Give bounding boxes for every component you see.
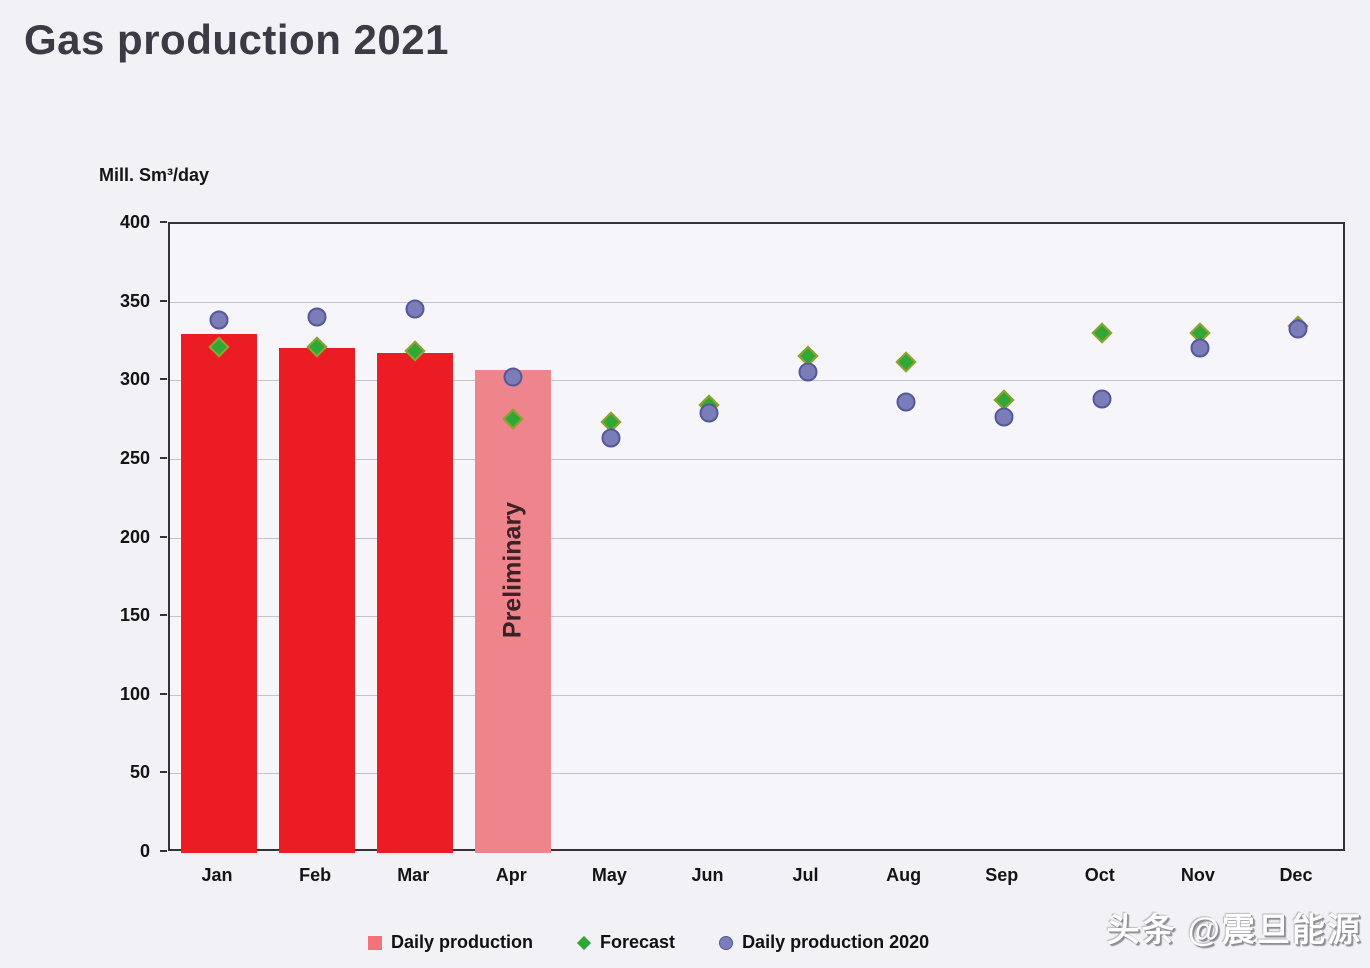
legend-label: Daily production <box>391 932 534 952</box>
gridline <box>170 301 1343 303</box>
y-axis-tick-label: 100 <box>119 683 150 704</box>
plot-area: Preliminary <box>168 222 1345 853</box>
x-axis-tick-label: Mar <box>397 865 430 885</box>
x-axis-tick-label: Apr <box>495 865 527 885</box>
legend-item-forecast: Forecast <box>576 932 676 953</box>
y-axis-tick-label: 350 <box>119 290 150 311</box>
legend-item-daily-production: Daily production <box>368 932 533 953</box>
forecast-point <box>1091 321 1113 344</box>
production-bar <box>377 352 454 853</box>
page-title: Gas production 2021 <box>24 16 449 63</box>
y-axis-tick-label: 150 <box>119 605 150 626</box>
y-axis-tick-label: 0 <box>139 841 150 861</box>
y-axis-tick-label: 50 <box>129 762 150 783</box>
gridline <box>170 773 1343 775</box>
production-2020-point <box>503 367 523 387</box>
y-axis-tickmark <box>160 299 167 302</box>
watermark: 头条 @震旦能源 <box>1106 911 1362 948</box>
y-axis-tick-label: 250 <box>119 447 150 468</box>
legend: Daily production Forecast Daily producti… <box>368 932 929 953</box>
preliminary-label: Preliminary <box>498 502 527 639</box>
x-axis-tick-label: Jan <box>201 865 233 885</box>
gridline <box>170 616 1343 618</box>
production-bar <box>181 334 258 853</box>
legend-label: Daily production 2020 <box>742 932 930 952</box>
x-axis-tick-label: Feb <box>299 865 332 885</box>
x-axis-tick-label: Jul <box>792 865 819 885</box>
production-2020-point <box>798 362 818 382</box>
y-axis-tickmark <box>160 221 167 223</box>
production-2020-point <box>896 392 916 412</box>
x-axis-tick-label: Oct <box>1084 865 1115 885</box>
x-axis-tick-label: Sep <box>985 865 1019 885</box>
production-bar <box>279 348 356 853</box>
y-axis-tickmark <box>160 456 167 459</box>
legend-label: Forecast <box>600 932 676 952</box>
y-axis-tick-label: 300 <box>119 369 150 390</box>
y-axis-tickmark <box>160 850 167 852</box>
production-2020-point <box>601 428 621 448</box>
legend-item-daily-production-2020: Daily production 2020 <box>719 932 929 953</box>
production-2020-point <box>994 407 1014 427</box>
daily-production-square-icon <box>368 935 382 950</box>
production-2020-point <box>1288 319 1308 339</box>
y-axis-tick-label: 400 <box>119 212 150 232</box>
x-axis-tick-label: Dec <box>1279 865 1313 885</box>
production-2020-circle-icon <box>719 935 734 950</box>
y-axis-tickmark <box>160 378 167 381</box>
x-axis-tick-label: Aug <box>886 865 922 885</box>
gridline <box>170 694 1343 696</box>
production-2020-point <box>405 299 425 319</box>
production-bar <box>475 370 552 853</box>
y-axis-tick-label: 200 <box>119 526 150 547</box>
gridline <box>170 380 1343 382</box>
y-axis-tickmark <box>160 771 167 774</box>
forecast-point <box>895 351 917 373</box>
y-axis-tickmark <box>160 535 167 538</box>
y-axis-tickmark <box>160 614 167 617</box>
gridline <box>170 537 1343 539</box>
x-axis-tick-label: Nov <box>1180 865 1215 885</box>
production-2020-point <box>209 310 229 330</box>
production-2020-point <box>699 403 719 423</box>
y-axis-tickmark <box>160 692 167 695</box>
production-2020-point <box>1190 338 1210 358</box>
y-axis-unit-label: Mill. Sm³/day <box>99 165 210 185</box>
x-axis-tick-label: Jun <box>691 865 724 885</box>
x-axis-tick-label: May <box>591 865 627 885</box>
production-2020-point <box>307 307 327 327</box>
forecast-diamond-icon <box>576 935 592 950</box>
gridline <box>170 458 1343 460</box>
production-2020-point <box>1092 389 1112 409</box>
